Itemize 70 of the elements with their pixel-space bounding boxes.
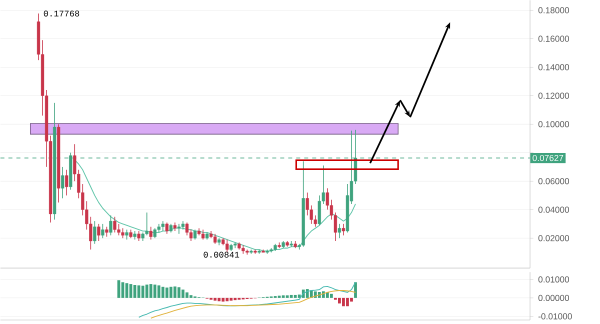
bar <box>326 292 329 298</box>
candlestick <box>306 192 309 216</box>
bar <box>338 298 341 304</box>
bar <box>174 286 176 298</box>
candlestick <box>153 228 156 239</box>
bar <box>186 292 188 298</box>
y-tick-label: 0.10000 <box>538 121 570 128</box>
candlestick <box>61 166 64 199</box>
candlestick <box>105 226 108 238</box>
candlestick <box>149 226 152 240</box>
bar <box>350 298 353 302</box>
bar <box>145 284 148 298</box>
bar <box>330 294 333 298</box>
y-tick-label: 0.16000 <box>538 36 570 42</box>
bar <box>294 295 297 298</box>
bar <box>137 285 140 298</box>
bar <box>182 290 184 298</box>
bar <box>161 286 164 298</box>
candlestick <box>113 216 116 233</box>
annotation: 0.17768 <box>44 10 80 17</box>
candlestick <box>213 234 217 244</box>
bar <box>157 285 160 298</box>
candlestick <box>338 224 342 239</box>
candlestick <box>117 224 120 236</box>
bar <box>342 298 345 306</box>
y-tick-label: 0.12000 <box>538 92 570 99</box>
bar <box>354 282 357 298</box>
candlestick <box>193 229 197 240</box>
bar <box>234 298 237 300</box>
candlestick <box>125 229 128 240</box>
candlestick <box>97 224 100 242</box>
bar <box>214 298 217 301</box>
bar <box>141 286 144 298</box>
y-tick-label: 0.00000 <box>538 294 570 302</box>
ref-line-label: 0.07627 <box>532 155 564 162</box>
y-tick-label: -0.01000 <box>538 313 572 320</box>
bar <box>129 284 132 298</box>
bar <box>165 288 168 298</box>
candlestick <box>318 195 321 226</box>
y-tick-label: 0.04000 <box>538 206 570 213</box>
candlestick <box>165 222 169 234</box>
bar <box>230 298 233 301</box>
y-tick-label: 0.01000 <box>538 276 570 283</box>
bar <box>346 298 349 306</box>
y-tick-label: 0.14000 <box>538 64 570 70</box>
bar <box>218 298 221 302</box>
bar <box>178 287 180 298</box>
candlestick <box>161 220 164 232</box>
candlestick <box>342 224 346 236</box>
candlestick <box>93 220 96 244</box>
candlestick <box>226 239 229 253</box>
y-tick-label: 0.02000 <box>538 235 570 242</box>
candlestick <box>101 224 104 239</box>
bar <box>149 284 152 298</box>
bar <box>190 295 192 298</box>
bar <box>222 298 225 302</box>
bar <box>153 284 156 298</box>
bar <box>133 285 136 298</box>
y-tick-label: 0.18000 <box>538 7 570 14</box>
candlestick <box>121 228 124 239</box>
annotation: 0.00841 <box>204 252 240 258</box>
bar <box>290 295 293 298</box>
bar <box>226 298 229 302</box>
candlestick <box>109 215 112 236</box>
y-tick-label: 0.06000 <box>538 178 570 184</box>
candlestick <box>137 230 140 242</box>
bar <box>169 286 172 298</box>
candlestick <box>201 229 205 240</box>
candlestick <box>177 224 181 234</box>
candlestick <box>65 169 68 196</box>
